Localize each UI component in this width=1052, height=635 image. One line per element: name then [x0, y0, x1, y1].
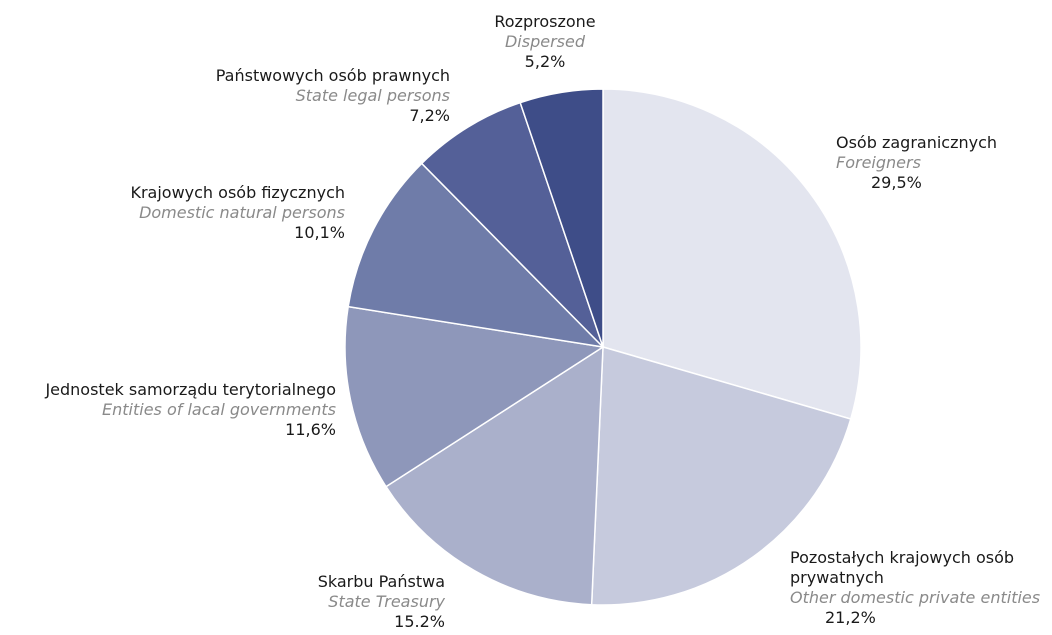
pie-slice [420, 101, 604, 348]
pie-slice [590, 346, 852, 606]
category-label-en: Entities of lacal governments [102, 400, 336, 419]
value-label: 15.2% [394, 612, 445, 631]
slice-label: Skarbu Państwa State Treasury 15.2% [245, 572, 445, 632]
category-label: Pozostałych krajowych osób prywatnych [790, 548, 1015, 587]
slice-label: Państwowych osób prawnych State legal per… [150, 66, 450, 126]
category-label: Osób zagranicznych [836, 133, 998, 152]
slice-label: Rozproszone Dispersed 5,2% [420, 12, 670, 72]
value-label: 7,2% [409, 106, 450, 125]
value-label: 21,2% [825, 608, 876, 627]
pie-slice [519, 88, 604, 348]
pie-slice [344, 305, 606, 488]
category-label-en: Other domestic private entities [790, 588, 1041, 607]
pie-slice [602, 88, 862, 420]
pie-slice [347, 162, 606, 349]
category-label-en: Dispersed [504, 32, 585, 51]
slice-label: Osób zagranicznych Foreigners 29,5% [836, 133, 1036, 193]
category-label: Krajowych osób fizycznych [130, 183, 345, 202]
category-label: Państwowych osób prawnych [215, 66, 450, 85]
value-label: 5,2% [524, 52, 566, 71]
category-label-en: State legal persons [295, 86, 450, 105]
value-label: 10,1% [294, 223, 345, 242]
slice-label: Pozostałych krajowych osób prywatnych Oth… [790, 548, 1052, 628]
pie-slice [384, 345, 604, 606]
category-label: Rozproszone [494, 12, 596, 31]
slice-label: Krajowych osób fizycznych Domestic natura… [95, 183, 345, 243]
category-label: Skarbu Państwa [317, 572, 445, 591]
category-label: Jednostek samorządu terytorialnego [45, 380, 336, 399]
category-label-en: State Treasury [328, 592, 445, 611]
slice-label: Jednostek samorządu terytorialnego Entiti… [0, 380, 336, 440]
category-label-en: Foreigners [836, 153, 921, 172]
value-label: 11,6% [285, 420, 336, 439]
value-label: 29,5% [871, 173, 922, 192]
category-label-en: Domestic natural persons [139, 203, 345, 222]
